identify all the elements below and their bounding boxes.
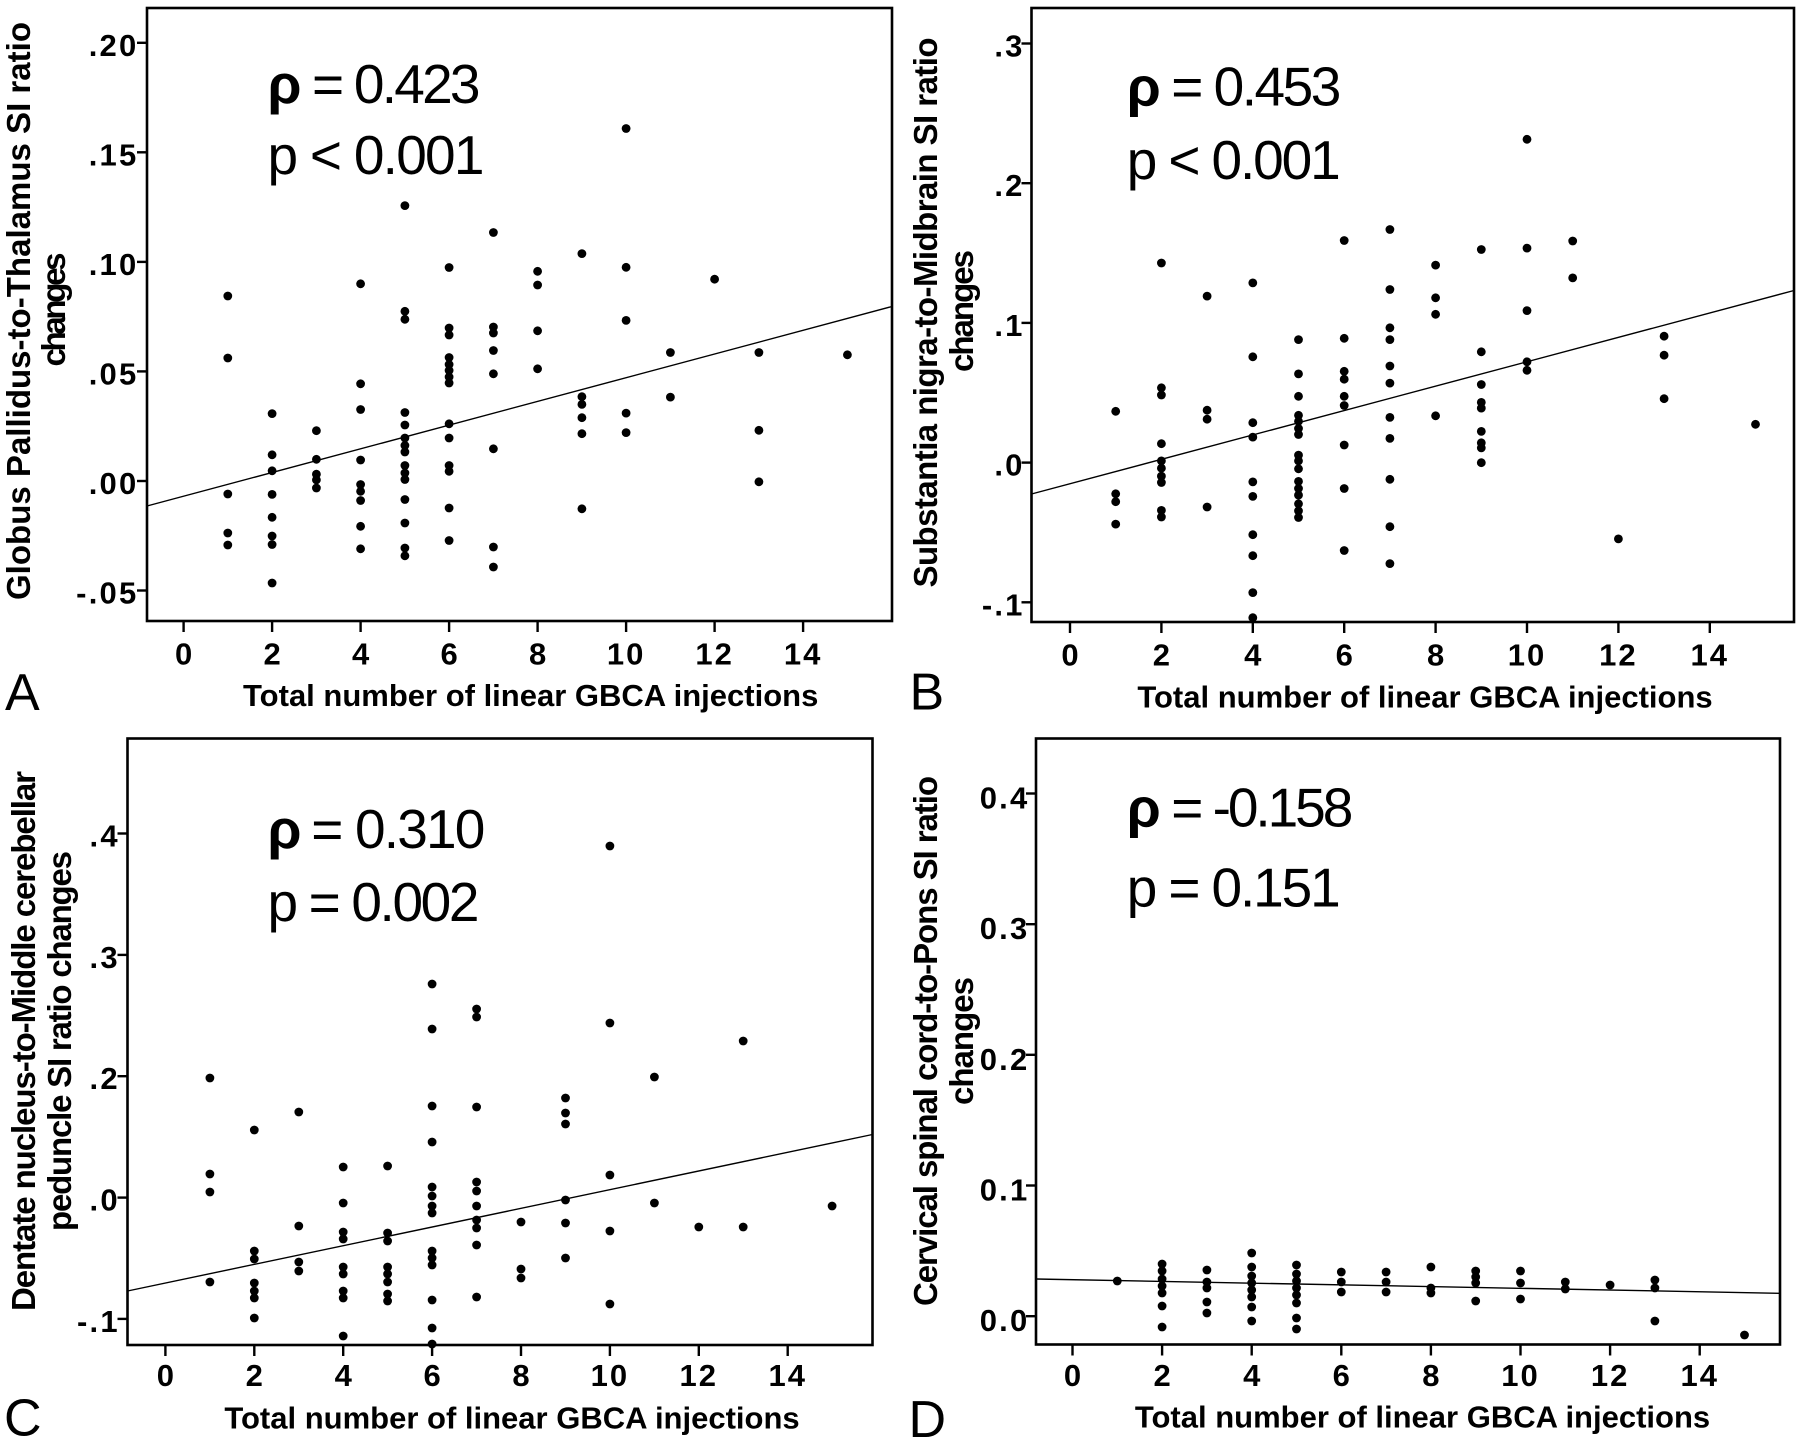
svg-text:-.1: -.1	[77, 1304, 120, 1339]
svg-text:2: 2	[1153, 638, 1170, 673]
svg-text:6: 6	[1333, 1358, 1350, 1393]
svg-text:4: 4	[1243, 1358, 1261, 1393]
svg-text:.0: .0	[90, 1183, 120, 1218]
svg-text:B: B	[910, 664, 945, 722]
svg-text:2: 2	[246, 1358, 263, 1393]
svg-text:.20: .20	[89, 28, 139, 63]
svg-text:ρ: ρ	[268, 798, 302, 860]
svg-text:ρ: ρ	[268, 53, 302, 115]
svg-text:changes: changes	[943, 250, 980, 372]
svg-text:.15: .15	[89, 137, 139, 172]
svg-text:.2: .2	[90, 1061, 120, 1096]
svg-text:.4: .4	[90, 819, 120, 854]
svg-text:2: 2	[263, 637, 280, 672]
svg-text:14: 14	[1691, 638, 1729, 673]
svg-text:.3: .3	[90, 940, 120, 975]
svg-text:12: 12	[695, 637, 733, 672]
svg-text:Cervical spinal cord-to-Pons S: Cervical spinal cord-to-Pons SI ratio	[907, 776, 944, 1306]
svg-text:8: 8	[1427, 638, 1444, 673]
svg-text:8: 8	[1422, 1358, 1439, 1393]
svg-text:-.05: -.05	[76, 576, 138, 611]
svg-text:0.1: 0.1	[980, 1173, 1030, 1208]
svg-text:Dentate nucleus-to-Middle cere: Dentate nucleus-to-Middle cerebellar	[5, 771, 42, 1311]
svg-text:Total number of linear GBCA in: Total number of linear GBCA injections	[224, 1401, 799, 1436]
svg-text:Globus Pallidus-to-Thalamus SI: Globus Pallidus-to-Thalamus SI ratio	[0, 22, 37, 600]
svg-text:6: 6	[423, 1358, 440, 1393]
svg-text:Substantia nigra-to-Midbrain S: Substantia nigra-to-Midbrain SI ratio	[907, 38, 944, 588]
svg-text:ρ: ρ	[1127, 777, 1161, 839]
svg-text:peduncle SI ratio changes: peduncle SI ratio changes	[41, 851, 78, 1231]
svg-text:4: 4	[335, 1358, 353, 1393]
svg-text:.05: .05	[89, 356, 139, 391]
svg-text:14: 14	[1680, 1358, 1718, 1393]
svg-text:14: 14	[784, 637, 822, 672]
svg-text:A: A	[5, 664, 40, 722]
svg-text:12: 12	[1599, 638, 1637, 673]
svg-text:6: 6	[440, 637, 457, 672]
svg-text:p < 0.001: p < 0.001	[268, 124, 485, 186]
svg-text:= 0.453: = 0.453	[1171, 56, 1341, 118]
svg-text:10: 10	[1501, 1358, 1539, 1393]
svg-text:12: 12	[680, 1358, 718, 1393]
svg-text:D: D	[909, 1391, 947, 1442]
svg-text:C: C	[4, 1390, 42, 1443]
svg-text:4: 4	[1244, 638, 1262, 673]
svg-text:10: 10	[591, 1358, 629, 1393]
svg-text:10: 10	[607, 637, 645, 672]
svg-text:Total number of linear GBCA in: Total number of linear GBCA injections	[1135, 1400, 1710, 1435]
svg-text:12: 12	[1591, 1358, 1629, 1393]
svg-text:.00: .00	[89, 466, 139, 501]
svg-text:p = 0.151: p = 0.151	[1127, 856, 1341, 918]
svg-text:= 0.310: = 0.310	[311, 798, 485, 860]
svg-text:ρ: ρ	[1127, 56, 1161, 118]
svg-text:Total number of linear GBCA in: Total number of linear GBCA injections	[243, 678, 818, 713]
svg-text:p = 0.002: p = 0.002	[268, 871, 480, 933]
svg-text:0: 0	[1064, 1358, 1081, 1393]
svg-text:Total number of linear GBCA in: Total number of linear GBCA injections	[1137, 680, 1712, 715]
svg-text:14: 14	[768, 1358, 806, 1393]
svg-text:2: 2	[1153, 1358, 1170, 1393]
svg-text:0: 0	[157, 1358, 174, 1393]
svg-text:0: 0	[1061, 638, 1078, 673]
svg-text:6: 6	[1336, 638, 1353, 673]
svg-text:0.3: 0.3	[980, 911, 1030, 946]
svg-text:.10: .10	[89, 247, 139, 282]
svg-text:.2: .2	[994, 168, 1024, 203]
svg-text:changes: changes	[35, 253, 72, 367]
svg-text:.3: .3	[994, 29, 1024, 64]
svg-text:8: 8	[529, 637, 546, 672]
svg-text:0.0: 0.0	[980, 1303, 1030, 1338]
svg-text:0: 0	[175, 637, 192, 672]
svg-text:0.4: 0.4	[980, 781, 1030, 816]
svg-text:.1: .1	[994, 308, 1024, 343]
svg-text:8: 8	[512, 1358, 529, 1393]
svg-text:10: 10	[1508, 638, 1546, 673]
svg-text:.0: .0	[994, 448, 1024, 483]
svg-text:-.1: -.1	[982, 587, 1025, 622]
svg-text:4: 4	[352, 637, 370, 672]
svg-text:= -0.158: = -0.158	[1171, 777, 1353, 839]
svg-text:= 0.423: = 0.423	[312, 53, 481, 115]
svg-text:p < 0.001: p < 0.001	[1127, 129, 1341, 191]
svg-text:0.2: 0.2	[980, 1042, 1030, 1077]
svg-text:changes: changes	[943, 977, 980, 1105]
